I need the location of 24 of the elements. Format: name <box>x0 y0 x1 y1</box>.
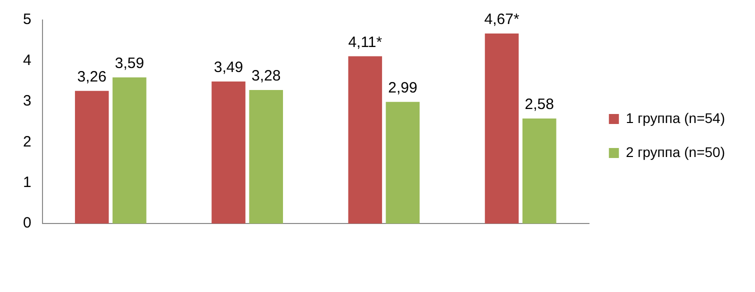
bar <box>386 102 420 224</box>
y-tick-label: 4 <box>23 52 32 69</box>
legend-label: 1 группа (n=54) <box>626 110 725 126</box>
data-label: 2,99 <box>388 79 418 96</box>
bar <box>74 90 109 224</box>
y-tick-label: 5 <box>23 11 32 28</box>
bar <box>212 81 246 224</box>
data-label: 4,67* <box>484 11 520 28</box>
data-label: 3,59 <box>114 55 144 72</box>
y-tick-label: 1 <box>23 174 32 192</box>
bar <box>249 90 283 224</box>
data-label: 4,11* <box>348 34 382 51</box>
y-tick-label: 2 <box>23 133 32 150</box>
data-label: 3,26 <box>77 68 106 86</box>
legend-label: 2 группа (n=50) <box>626 144 725 160</box>
bar <box>522 118 556 224</box>
bar <box>484 33 519 224</box>
y-tick-label: 0 <box>23 214 32 232</box>
y-tick-label: 3 <box>23 92 32 110</box>
data-label: 2,58 <box>524 96 554 114</box>
bar <box>112 77 146 224</box>
data-label: 3,49 <box>214 59 244 76</box>
bar <box>348 56 382 224</box>
data-label: 3,28 <box>251 68 281 85</box>
